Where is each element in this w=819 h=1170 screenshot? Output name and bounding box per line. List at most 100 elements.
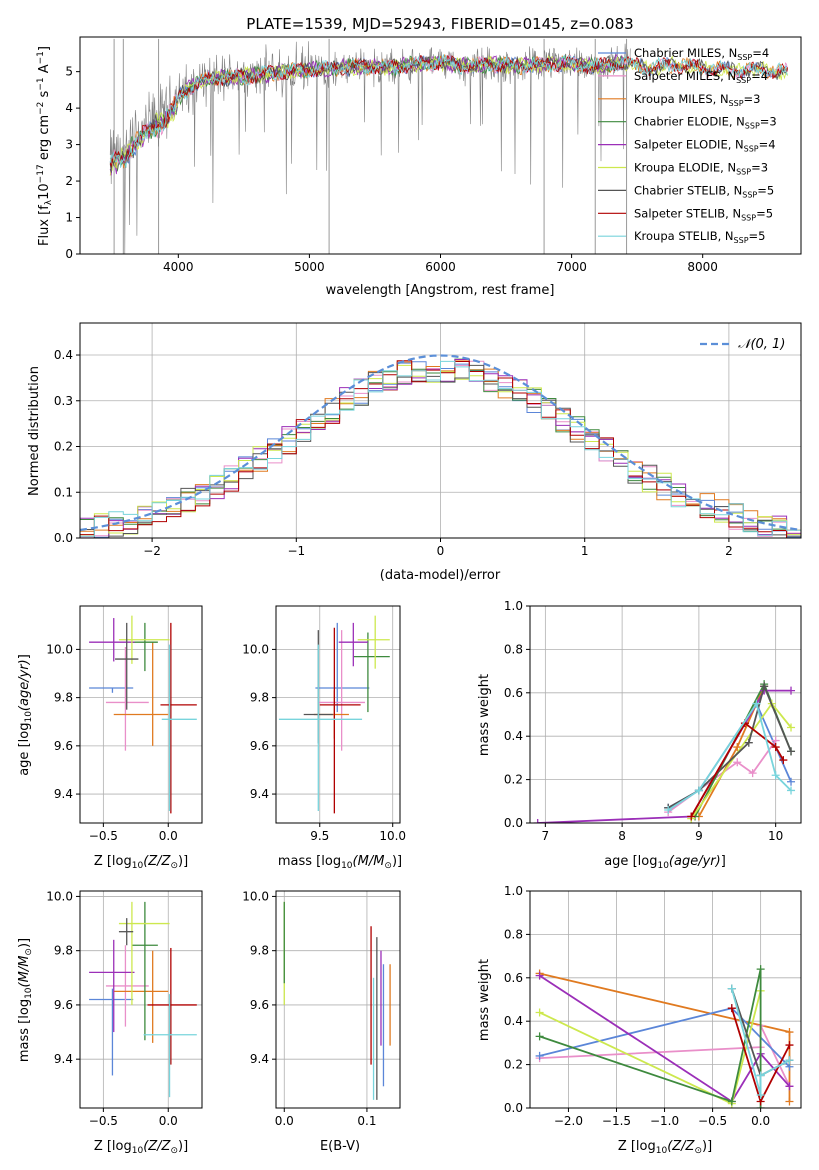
x-tick-label: 8000 xyxy=(687,260,718,274)
y-tick-label: 10.0 xyxy=(46,889,73,903)
series-chabrier_miles xyxy=(667,701,792,809)
y-tick-label: 9.4 xyxy=(54,787,73,801)
data-point xyxy=(787,777,796,786)
x-tick-label: 0.1 xyxy=(357,1114,376,1128)
model-kroupa_stelib xyxy=(109,54,788,168)
legend-entry: Salpeter STELIB, NSSP=5 xyxy=(634,206,773,222)
data-point xyxy=(785,1097,794,1106)
spectrum-xlabel: wavelength [Angstrom, rest frame] xyxy=(326,283,555,298)
y-tick-label: 4 xyxy=(65,101,73,115)
data-point xyxy=(727,1097,736,1106)
y-tick-label: 0.4 xyxy=(54,348,73,362)
y-tick-label: 9.6 xyxy=(54,739,73,753)
series-kroupa_stelib xyxy=(730,988,790,1096)
legend-entry: Chabrier MILES, NSSP=4 xyxy=(634,46,769,62)
y-tick-label: 9.8 xyxy=(250,691,269,705)
y-tick-label: 9.6 xyxy=(250,739,269,753)
data-point xyxy=(787,686,796,695)
legend-entry: Salpeter MILES, NSSP=4 xyxy=(634,69,768,85)
z-weight-xlabel: Z [log10(Z/Z⊙)] xyxy=(618,1139,712,1156)
y-tick-label: 0.0 xyxy=(504,1101,523,1115)
legend-entry: Salpeter ELODIE, NSSP=4 xyxy=(634,138,776,154)
data-point xyxy=(752,699,761,708)
y-tick-label: 9.8 xyxy=(54,691,73,705)
data-point xyxy=(787,747,796,756)
legend-entry: Kroupa MILES, NSSP=3 xyxy=(634,92,760,108)
data-point xyxy=(687,812,696,821)
age-weight-ylabel: mass weight xyxy=(477,674,492,756)
x-tick-label: 7000 xyxy=(556,260,587,274)
ebv-mass-xlabel: E(B-V) xyxy=(320,1139,360,1154)
x-tick-label: −1.0 xyxy=(650,1114,679,1128)
spectrum-ylabel: Flux [fλ10−17 erg cm−2 s−1 A−1] xyxy=(36,46,54,246)
z-mass-ylabel: mass [log10(M/M⊙)] xyxy=(17,938,34,1062)
x-tick-label: −2 xyxy=(143,544,161,558)
legend-entry: Kroupa ELODIE, NSSP=3 xyxy=(634,161,768,177)
data-spectrum xyxy=(109,41,631,254)
series-chabrier_elodie xyxy=(539,968,762,1108)
z-weight-ylabel: mass weight xyxy=(477,959,492,1041)
x-tick-label: 10 xyxy=(768,829,783,843)
y-tick-label: 0.6 xyxy=(504,971,523,985)
age-mass-weight-panel: 7 8 9 10 0.0 0.2 0.4 0.6 0.8 1.0 age [log10(age/y… xyxy=(477,599,802,871)
y-tick-label: 10.0 xyxy=(242,889,269,903)
x-tick-label: 5000 xyxy=(294,260,325,274)
y-tick-label: 1 xyxy=(65,211,73,225)
data-point xyxy=(533,819,542,823)
x-tick-label: 9.5 xyxy=(310,829,329,843)
data-point xyxy=(535,1051,544,1060)
y-tick-label: 0.0 xyxy=(504,816,523,830)
x-tick-label: 0.0 xyxy=(275,1114,294,1128)
legend-entry: Chabrier ELODIE, NSSP=3 xyxy=(634,115,777,131)
histogram-legend: 𝒩(0, 1) xyxy=(700,337,785,352)
x-tick-label: −1 xyxy=(287,544,305,558)
x-tick-label: 0.0 xyxy=(751,1114,770,1128)
normal-curve xyxy=(80,354,801,532)
z-vs-mass-panel: −0.5 0.0 9.4 9.6 9.8 10.0 Z [log10(Z/Z⊙)] mas… xyxy=(17,889,203,1156)
y-tick-label: 9.8 xyxy=(250,944,269,958)
y-tick-label: 10.0 xyxy=(242,642,269,656)
spectrum-panel: 4000 5000 6000 7000 8000 0 1 2 3 4 5 Chabrier MILE… xyxy=(36,36,802,298)
y-tick-label: 0.2 xyxy=(504,1058,523,1072)
y-tick-label: 0 xyxy=(65,247,73,261)
x-tick-label: 2 xyxy=(725,544,733,558)
series-kroupa_stelib xyxy=(667,701,792,811)
mass-age-xlabel: mass [log10(M/M⊙)] xyxy=(278,854,402,871)
data-point xyxy=(785,1041,794,1050)
x-tick-label: 0.0 xyxy=(159,829,178,843)
data-point xyxy=(535,1032,544,1041)
x-tick-label: −1.5 xyxy=(602,1114,631,1128)
data-point xyxy=(779,756,788,765)
legend-entry: Kroupa STELIB, NSSP=5 xyxy=(634,229,765,245)
z-vs-age-panel: −0.5 0.0 9.4 9.6 9.8 10.0 Z [log10(Z/Z⊙)] age… xyxy=(17,605,203,871)
data-point xyxy=(787,786,796,795)
z-age-xlabel: Z [log10(Z/Z⊙)] xyxy=(94,854,188,871)
data-point xyxy=(756,965,765,974)
mass-vs-age-panel: 9.5 10.0 9.4 9.6 9.8 10.0 mass [log10(M/M⊙)] xyxy=(242,605,406,871)
y-tick-label: 9.6 xyxy=(250,998,269,1012)
x-tick-label: 7 xyxy=(542,829,550,843)
y-tick-label: 5 xyxy=(65,65,73,79)
series-salpeter_stelib xyxy=(690,721,785,817)
y-tick-label: 0.8 xyxy=(504,642,523,656)
x-tick-label: 4000 xyxy=(163,260,194,274)
histogram-ylabel: Normed distribution xyxy=(27,366,42,496)
y-tick-label: 0.2 xyxy=(504,773,523,787)
z-age-ylabel: age [log10(age/yr)] xyxy=(17,654,34,776)
series-salpeter_elodie xyxy=(539,974,791,1103)
y-tick-label: 1.0 xyxy=(504,884,523,898)
y-tick-label: 0.4 xyxy=(504,1014,523,1028)
data-point xyxy=(727,1004,736,1013)
histogram-xlabel: (data-model)/error xyxy=(380,568,501,583)
residual-histogram-panel: −2 −1 0 1 2 0.0 0.1 0.2 0.3 0.4 𝒩(0, 1) (data-mod… xyxy=(27,322,802,583)
data-point xyxy=(785,1056,794,1065)
figure-title: PLATE=1539, MJD=52943, FIBERID=0145, z=0… xyxy=(246,15,633,33)
legend-entry: Chabrier STELIB, NSSP=5 xyxy=(634,183,774,199)
data-point xyxy=(727,984,736,993)
x-tick-label: −2.0 xyxy=(554,1114,583,1128)
y-tick-label: 0.0 xyxy=(54,531,73,545)
data-point xyxy=(771,771,780,780)
x-tick-label: 1 xyxy=(581,544,589,558)
data-point xyxy=(733,758,742,767)
